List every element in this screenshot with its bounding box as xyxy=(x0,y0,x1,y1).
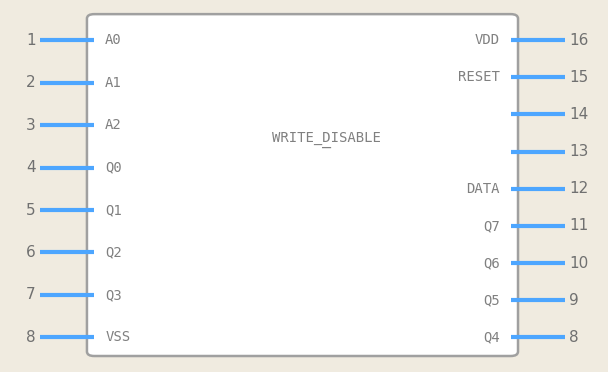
Text: VDD: VDD xyxy=(475,33,500,47)
Text: A2: A2 xyxy=(105,118,122,132)
Text: WRITE_DISABLE: WRITE_DISABLE xyxy=(272,131,381,145)
Text: Q4: Q4 xyxy=(483,330,500,344)
Text: Q6: Q6 xyxy=(483,256,500,270)
Text: 1: 1 xyxy=(26,33,36,48)
Text: 9: 9 xyxy=(569,293,579,308)
Text: 8: 8 xyxy=(569,330,579,345)
Text: 7: 7 xyxy=(26,288,36,302)
Text: 3: 3 xyxy=(26,118,36,132)
Text: VSS: VSS xyxy=(105,330,130,344)
Text: 6: 6 xyxy=(26,245,36,260)
Text: A1: A1 xyxy=(105,76,122,90)
Text: 11: 11 xyxy=(569,218,589,234)
Text: Q0: Q0 xyxy=(105,161,122,174)
Text: 5: 5 xyxy=(26,202,36,218)
Text: RESET: RESET xyxy=(458,70,500,84)
Text: 4: 4 xyxy=(26,160,36,175)
Text: 16: 16 xyxy=(569,33,589,48)
Text: Q1: Q1 xyxy=(105,203,122,217)
Text: A0: A0 xyxy=(105,33,122,47)
Text: Q5: Q5 xyxy=(483,293,500,307)
FancyBboxPatch shape xyxy=(87,14,518,356)
Text: Q7: Q7 xyxy=(483,219,500,233)
Text: Q3: Q3 xyxy=(105,288,122,302)
Text: DATA: DATA xyxy=(466,182,500,196)
Text: Q2: Q2 xyxy=(105,246,122,260)
Text: 10: 10 xyxy=(569,256,589,270)
Text: 12: 12 xyxy=(569,181,589,196)
Text: 13: 13 xyxy=(569,144,589,159)
Text: 8: 8 xyxy=(26,330,36,345)
Text: —: — xyxy=(322,140,331,155)
Text: 15: 15 xyxy=(569,70,589,85)
Text: 14: 14 xyxy=(569,107,589,122)
Text: 2: 2 xyxy=(26,75,36,90)
